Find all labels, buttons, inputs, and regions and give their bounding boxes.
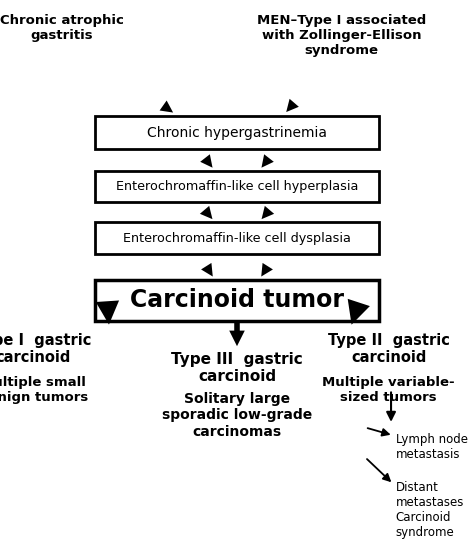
- FancyArrowPatch shape: [123, 77, 173, 113]
- Text: Type III  gastric
carcinoid: Type III gastric carcinoid: [171, 352, 303, 384]
- Bar: [95, 171, 379, 202]
- Text: MEN–Type I associated
with Zollinger-Ellison
syndrome: MEN–Type I associated with Zollinger-Ell…: [256, 14, 426, 56]
- Text: Solitary large
sporadic low-grade
carcinomas: Solitary large sporadic low-grade carcin…: [162, 392, 312, 439]
- Text: Type II  gastric
carcinoid: Type II gastric carcinoid: [328, 333, 450, 365]
- FancyArrowPatch shape: [286, 78, 316, 112]
- Text: Chronic hypergastrinemia: Chronic hypergastrinemia: [147, 126, 327, 140]
- FancyArrowPatch shape: [200, 206, 212, 219]
- Text: Multiple small
benign tumors: Multiple small benign tumors: [0, 376, 88, 404]
- FancyArrowPatch shape: [262, 206, 274, 219]
- Text: Chronic atrophic
gastritis: Chronic atrophic gastritis: [0, 14, 124, 42]
- FancyArrowPatch shape: [200, 153, 212, 168]
- Text: Lymph node
metastasis: Lymph node metastasis: [396, 433, 468, 461]
- FancyArrowPatch shape: [261, 257, 273, 276]
- Text: Enterochromaffin-like cell hyperplasia: Enterochromaffin-like cell hyperplasia: [116, 180, 358, 193]
- FancyArrowPatch shape: [201, 257, 213, 276]
- Bar: [95, 222, 379, 254]
- Text: Enterochromaffin-like cell dysplasia: Enterochromaffin-like cell dysplasia: [123, 232, 351, 245]
- Bar: [95, 280, 379, 320]
- FancyArrowPatch shape: [229, 331, 245, 346]
- Text: Distant
metastases
Carcinoid
syndrome: Distant metastases Carcinoid syndrome: [396, 481, 464, 539]
- Text: Carcinoid tumor: Carcinoid tumor: [130, 288, 344, 312]
- FancyArrowPatch shape: [93, 300, 119, 325]
- Bar: [95, 116, 379, 149]
- Text: Type I  gastric
carcinoid: Type I gastric carcinoid: [0, 333, 91, 365]
- FancyArrowPatch shape: [262, 153, 274, 168]
- FancyArrowPatch shape: [348, 299, 381, 325]
- Text: Multiple variable-
sized tumors: Multiple variable- sized tumors: [322, 376, 455, 404]
